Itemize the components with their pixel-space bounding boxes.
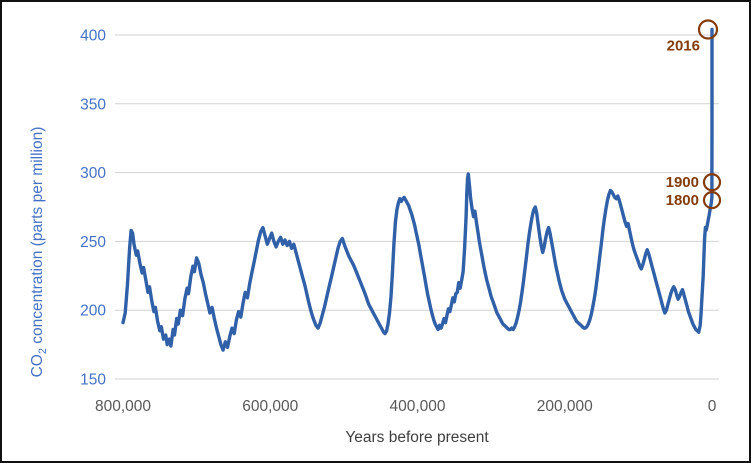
x-tick-0: 0 bbox=[708, 398, 717, 415]
annotation-2016: 2016 bbox=[667, 19, 719, 54]
annotation-circle-1800 bbox=[702, 191, 722, 210]
gridlines bbox=[115, 34, 719, 380]
x-axis-tick-labels: 800,000 600,000 400,000 200,000 0 bbox=[95, 398, 717, 415]
annotation-1800: 1800 bbox=[666, 191, 722, 210]
annotation-label-1900: 1900 bbox=[666, 174, 699, 191]
y-axis-tick-labels: 400 350 300 250 200 150 bbox=[80, 28, 106, 389]
annotation-label-2016: 2016 bbox=[667, 37, 700, 54]
x-tick-200,000: 200,000 bbox=[537, 398, 593, 415]
y-tick-200: 200 bbox=[80, 303, 106, 320]
x-axis-title: Years before present bbox=[345, 429, 489, 446]
y-tick-150: 150 bbox=[80, 372, 106, 389]
annotation-circle-2016 bbox=[697, 19, 719, 40]
y-tick-350: 350 bbox=[80, 96, 106, 113]
y-tick-400: 400 bbox=[80, 28, 106, 45]
y-tick-250: 250 bbox=[80, 234, 106, 251]
annotation-label-1800: 1800 bbox=[666, 192, 699, 209]
annotation-circle-1900 bbox=[702, 173, 722, 192]
co2-series-line bbox=[121, 27, 714, 352]
y-tick-300: 300 bbox=[80, 165, 106, 182]
x-tick-400,000: 400,000 bbox=[389, 398, 445, 415]
y-axis-title-text: CO2 concentration (parts per million) bbox=[28, 126, 50, 378]
annotation-1900: 1900 bbox=[666, 173, 722, 192]
x-tick-800,000: 800,000 bbox=[95, 398, 151, 415]
x-tick-600,000: 600,000 bbox=[242, 398, 298, 415]
